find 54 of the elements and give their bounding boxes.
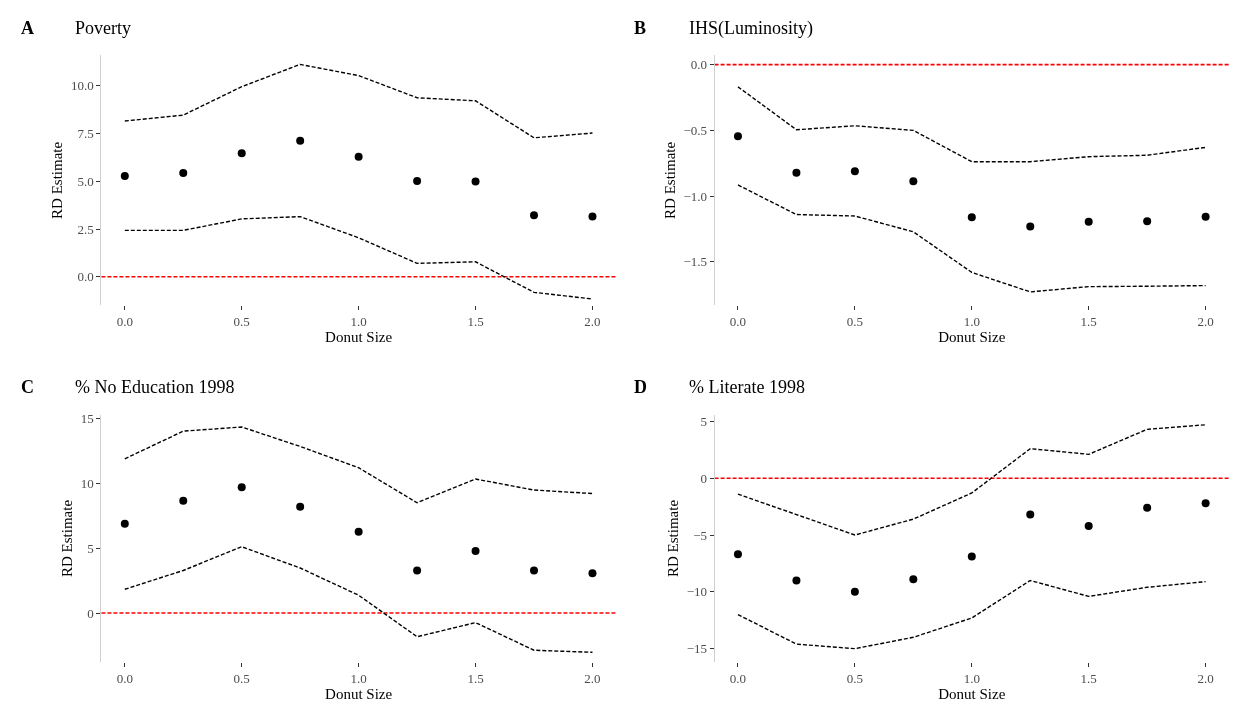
- text: A: [21, 18, 34, 38]
- y-axis-title: RD Estimate: [49, 141, 66, 219]
- x-tick-label: 0.5: [233, 670, 250, 686]
- x-tick-label: 1.0: [963, 670, 980, 686]
- y-tick-label: 0: [700, 470, 707, 486]
- x-tick-label: 2.0: [1197, 670, 1214, 686]
- x-tick-label: 0.5: [233, 313, 250, 329]
- y-tick-label: 15: [80, 410, 94, 426]
- x-tick-label: 0.0: [729, 670, 747, 686]
- y-axis-title: RD Estimate: [59, 499, 76, 577]
- text: D: [634, 377, 647, 397]
- y-tick-label: −1.5: [683, 254, 707, 270]
- x-tick-label: 1.0: [350, 670, 367, 686]
- y-tick-label: 0.0: [690, 57, 707, 73]
- y-tick-label: 5.0: [77, 173, 94, 189]
- x-tick-label: 2.0: [1197, 313, 1214, 329]
- y-axis-title: RD Estimate: [664, 499, 681, 577]
- x-tick-label: 2.0: [584, 670, 601, 686]
- x-tick-label: 0.5: [846, 313, 864, 329]
- y-tick-label: 10.0: [71, 78, 94, 94]
- y-tick-label: 5: [700, 413, 707, 429]
- text: C: [21, 377, 34, 397]
- y-tick-label: 5: [87, 540, 94, 556]
- text: B: [634, 18, 647, 38]
- x-tick-label: 1.0: [963, 313, 980, 329]
- x-axis-title: Donut Size: [325, 328, 393, 345]
- y-tick-label: 7.5: [77, 126, 94, 142]
- x-tick-label: 1.5: [467, 670, 484, 686]
- y-tick-label: −15: [686, 641, 707, 657]
- x-tick-label: 1.5: [467, 313, 484, 329]
- y-tick-label: −0.5: [683, 122, 707, 138]
- y-tick-label: −10: [686, 584, 707, 600]
- y-tick-label: −5: [693, 527, 707, 543]
- x-axis-title: Donut Size: [938, 685, 1006, 702]
- y-tick-label: 0: [87, 605, 94, 621]
- x-axis-title: Donut Size: [938, 328, 1006, 345]
- x-tick-label: 1.5: [1080, 670, 1097, 686]
- y-tick-label: 2.5: [77, 221, 94, 237]
- chart-title: % No Education 1998: [75, 377, 235, 397]
- y-tick-label: 10: [80, 475, 94, 491]
- chart-title: IHS(Luminosity): [689, 18, 813, 39]
- x-tick-label: 0.0: [729, 313, 747, 329]
- x-tick-label: 1.0: [350, 313, 367, 329]
- chart-title: Poverty: [75, 18, 131, 38]
- x-tick-label: 1.5: [1080, 313, 1097, 329]
- y-axis-title: RD Estimate: [661, 141, 678, 219]
- x-tick-label: 0.0: [116, 670, 133, 686]
- x-tick-label: 2.0: [584, 313, 601, 329]
- chart-title: % Literate 1998: [689, 377, 805, 397]
- y-tick-label: −1.0: [683, 188, 707, 204]
- y-tick-label: 0.0: [77, 269, 94, 285]
- x-axis-title: Donut Size: [325, 685, 393, 702]
- x-tick-label: 0.5: [846, 670, 864, 686]
- x-tick-label: 0.0: [116, 313, 133, 329]
